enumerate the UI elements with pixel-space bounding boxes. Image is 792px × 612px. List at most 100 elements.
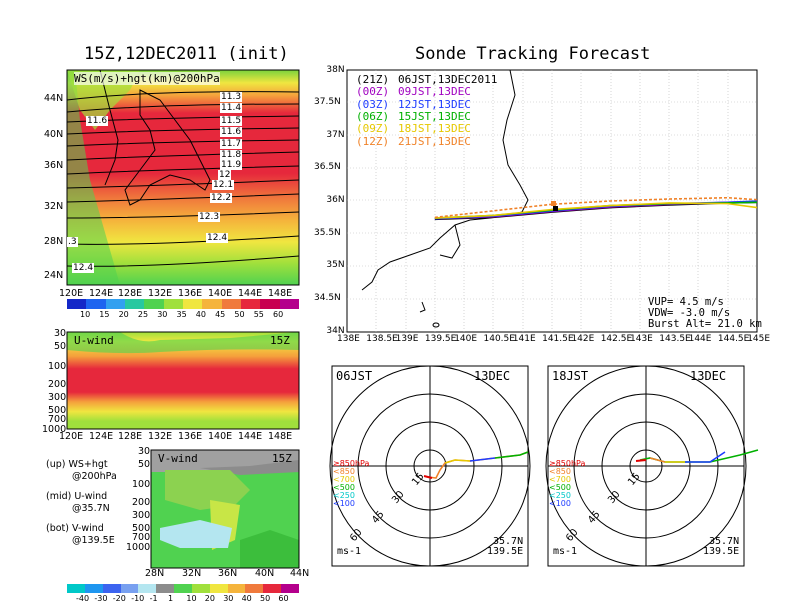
- u-lon-tick: 120E: [59, 431, 84, 442]
- v-colorbar-label: 1: [168, 594, 174, 603]
- v-colorbar: [67, 584, 299, 593]
- track-lat-tick: 38N: [326, 65, 345, 75]
- polar-layer-label: <100: [549, 499, 571, 508]
- u-pressure-tick: 500: [48, 405, 67, 416]
- track-lon-tick: 140E: [454, 334, 478, 344]
- ws-contour-label: 12: [218, 170, 232, 180]
- u-pressure-tick: 30: [54, 328, 67, 339]
- u-lon-tick: 144E: [238, 431, 263, 442]
- ws-contour-label: 12.2: [210, 193, 233, 203]
- track-lon-tick: 139E: [395, 334, 419, 344]
- track-lat-tick: 36.5N: [314, 162, 341, 172]
- track-legend-init: (12Z): [356, 134, 390, 148]
- ws-contour-label: 11.7: [220, 139, 243, 149]
- v-pressure-tick: 700: [132, 532, 151, 543]
- track-lon-tick: 140.5E: [483, 334, 515, 344]
- vup-text: VUP= 4.5 m/s: [648, 296, 724, 308]
- track-legend-init: (00Z): [356, 85, 390, 99]
- legend-line: (up) WS+hgt: [46, 459, 108, 470]
- v-colorbar-label: 10: [186, 594, 197, 603]
- ws-lon-tick: 132E: [148, 288, 173, 299]
- ws-lon-tick: 120E: [59, 288, 84, 299]
- ws-lat-tick: 24N: [44, 270, 64, 281]
- track-lon-tick: 139.5E: [424, 334, 457, 344]
- u-lon-tick: 148E: [268, 431, 293, 442]
- track-burst-marker: [553, 206, 558, 211]
- v-wind-panel: [150, 449, 300, 569]
- v-pressure-tick: 300: [132, 510, 151, 521]
- track-lat-tick: 34.5N: [314, 293, 341, 303]
- track-series-line: [434, 202, 758, 219]
- ws-lon-tick: 136E: [178, 288, 203, 299]
- polar-right-lat: 35.7N: [709, 536, 740, 547]
- ws-lon-tick: 140E: [208, 288, 233, 299]
- v-lat-tick: 40N: [255, 568, 275, 579]
- u-pressure-tick: 100: [48, 361, 67, 372]
- v-colorbar-label: -40: [76, 594, 90, 603]
- ws-lon-tick: 124E: [89, 288, 114, 299]
- track-legend-time: 12JST,13DEC: [398, 97, 471, 111]
- v-colorbar-label: -20: [112, 594, 126, 603]
- track-lon-tick: 144E: [688, 334, 712, 344]
- polar-right-lon: 139.5E: [703, 546, 740, 557]
- ws-colorbar-label: 15: [99, 310, 110, 319]
- track-legend-init: (09Z): [356, 122, 390, 136]
- legend-line: (mid) U-wind: [46, 491, 108, 502]
- ws-lon-tick: 148E: [268, 288, 293, 299]
- v-lat-tick: 36N: [218, 568, 238, 579]
- ws-lat-tick: 36N: [44, 160, 64, 171]
- u-pressure-tick: 300: [48, 392, 67, 403]
- polar-right-date: 13DEC: [690, 369, 727, 383]
- ws-contour-label: .3: [67, 237, 78, 247]
- polar-layer-label: <500: [549, 483, 571, 492]
- u-pressure-tick: 1000: [42, 424, 67, 435]
- left-title: 15Z,12DEC2011 (init): [84, 44, 289, 64]
- v-panel-label: V-wind: [158, 452, 198, 465]
- burst-alt-text: Burst Alt= 21.0 km: [648, 318, 762, 330]
- polar-layer-label: <100: [333, 499, 355, 508]
- track-lat-tick: 37.5N: [314, 97, 341, 107]
- ws-colorbar: [67, 299, 299, 309]
- ws-lat-tick: 44N: [44, 93, 64, 104]
- track-lon-tick: 145E: [747, 334, 771, 344]
- track-lon-tick: 138E: [337, 334, 360, 344]
- v-colorbar-label: 20: [204, 594, 215, 603]
- polar-right-time: 18JST: [552, 369, 589, 383]
- track-lon-tick: 142E: [571, 334, 595, 344]
- ws-contour-label: 12.4: [72, 263, 95, 273]
- v-pressure-tick: 50: [138, 459, 151, 470]
- ws-colorbar-label: 35: [176, 310, 187, 319]
- ws-colorbar-label: 45: [215, 310, 226, 319]
- polar-layer-label: <700: [333, 475, 355, 484]
- track-lon-tick: 141.5E: [542, 334, 574, 344]
- ws-lat-tick: 32N: [44, 201, 64, 212]
- ws-lat-tick: 40N: [44, 129, 64, 140]
- v-colorbar-label: 60: [278, 594, 289, 603]
- ws-contour-label: 11.3: [220, 92, 243, 102]
- ws-colorbar-label: 55: [253, 310, 264, 319]
- polar-layer-label: <250: [549, 491, 571, 500]
- u-lon-tick: 136E: [178, 431, 203, 442]
- track-lines: [434, 196, 758, 221]
- track-lon-tick: 138.5E: [366, 334, 398, 344]
- track-lon-tick: 142.5E: [600, 334, 633, 344]
- v-panel-time: 15Z: [272, 452, 292, 465]
- ws-colorbar-label: 25: [137, 310, 149, 319]
- v-pressure-tick: 100: [132, 479, 151, 490]
- v-colorbar-label: -30: [94, 594, 108, 603]
- polar-left-lon: 139.5E: [487, 546, 524, 557]
- track-lat-tick: 34N: [326, 326, 345, 336]
- track-lat-tick: 36N: [326, 195, 345, 205]
- track-legend-time: 15JST,13DEC: [398, 109, 471, 123]
- v-colorbar-label: -1: [149, 594, 158, 603]
- track-lat-tick: 35.5N: [314, 228, 341, 238]
- v-pressure-tick: 500: [132, 523, 151, 534]
- v-colorbar-label: 50: [260, 594, 271, 603]
- u-pressure-tick: 200: [48, 379, 67, 390]
- track-legend-init: (03Z): [356, 97, 390, 111]
- ws-colorbar-label: 20: [118, 310, 129, 319]
- ws-contour-label: 12.1: [212, 180, 235, 190]
- track-lon-tick: 141E: [512, 334, 536, 344]
- v-colorbar-label: 30: [223, 594, 234, 603]
